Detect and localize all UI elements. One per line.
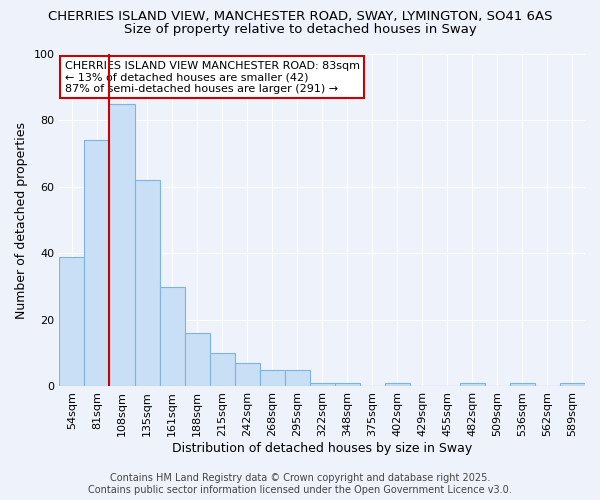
Text: Size of property relative to detached houses in Sway: Size of property relative to detached ho… xyxy=(124,22,476,36)
Bar xyxy=(510,383,535,386)
Bar xyxy=(335,383,360,386)
Text: CHERRIES ISLAND VIEW, MANCHESTER ROAD, SWAY, LYMINGTON, SO41 6AS: CHERRIES ISLAND VIEW, MANCHESTER ROAD, S… xyxy=(48,10,552,23)
Bar xyxy=(235,363,260,386)
Bar xyxy=(59,257,85,386)
Y-axis label: Number of detached properties: Number of detached properties xyxy=(15,122,28,318)
Bar xyxy=(460,383,485,386)
Bar xyxy=(209,353,235,386)
Bar xyxy=(109,104,134,387)
Bar xyxy=(385,383,410,386)
Bar xyxy=(260,370,284,386)
Bar xyxy=(310,383,335,386)
Bar xyxy=(85,140,109,386)
Bar xyxy=(160,286,185,386)
Bar xyxy=(134,180,160,386)
Bar xyxy=(560,383,585,386)
X-axis label: Distribution of detached houses by size in Sway: Distribution of detached houses by size … xyxy=(172,442,472,455)
Text: Contains HM Land Registry data © Crown copyright and database right 2025.
Contai: Contains HM Land Registry data © Crown c… xyxy=(88,474,512,495)
Bar xyxy=(284,370,310,386)
Text: CHERRIES ISLAND VIEW MANCHESTER ROAD: 83sqm
← 13% of detached houses are smaller: CHERRIES ISLAND VIEW MANCHESTER ROAD: 83… xyxy=(65,60,359,94)
Bar xyxy=(185,334,209,386)
